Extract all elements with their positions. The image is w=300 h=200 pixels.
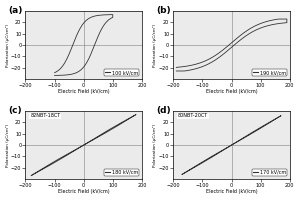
Y-axis label: Polarization (μC/cm²): Polarization (μC/cm²) xyxy=(6,123,10,167)
Text: 80NBT-20CT: 80NBT-20CT xyxy=(178,113,208,118)
X-axis label: Electric Field (kV/cm): Electric Field (kV/cm) xyxy=(206,89,257,94)
Legend: 170 kV/cm: 170 kV/cm xyxy=(252,169,287,176)
Text: (b): (b) xyxy=(156,6,171,15)
Legend: 100 kV/cm: 100 kV/cm xyxy=(104,69,140,76)
Text: (a): (a) xyxy=(8,6,22,15)
Y-axis label: Polarization (μC/cm²): Polarization (μC/cm²) xyxy=(6,23,10,67)
Y-axis label: Polarization (μC/cm²): Polarization (μC/cm²) xyxy=(154,123,158,167)
X-axis label: Electric Field (kV/cm): Electric Field (kV/cm) xyxy=(58,89,110,94)
Legend: 190 kV/cm: 190 kV/cm xyxy=(252,69,287,76)
Text: (c): (c) xyxy=(8,106,22,115)
Text: 82NBT-18CT: 82NBT-18CT xyxy=(30,113,60,118)
X-axis label: Electric Field (kV/cm): Electric Field (kV/cm) xyxy=(58,189,110,194)
Y-axis label: Polarization (μC/cm²): Polarization (μC/cm²) xyxy=(154,23,158,67)
X-axis label: Electric Field (kV/cm): Electric Field (kV/cm) xyxy=(206,189,257,194)
Text: (d): (d) xyxy=(156,106,171,115)
Legend: 180 kV/cm: 180 kV/cm xyxy=(104,169,140,176)
